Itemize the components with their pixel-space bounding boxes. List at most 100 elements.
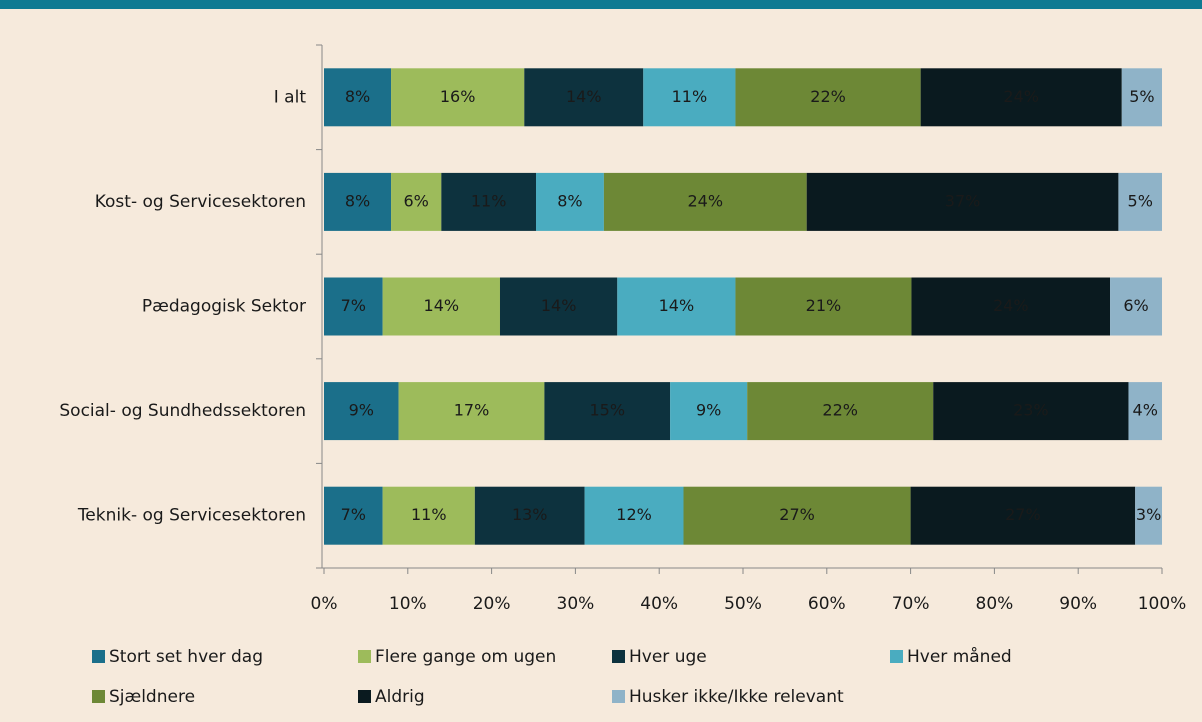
bar-segment (324, 486, 383, 545)
data-label: 6% (1123, 296, 1148, 315)
data-label: 5% (1128, 191, 1153, 210)
bar-segment (683, 486, 911, 545)
bar-segment (1121, 68, 1162, 127)
y-tick-label: Social- og Sundhedssektoren (59, 401, 306, 421)
data-label: 6% (403, 191, 428, 210)
legend-swatch (92, 650, 105, 663)
data-label: 8% (345, 191, 370, 210)
bar-segment (391, 68, 525, 127)
legend-label: Husker ikke/Ikke relevant (629, 687, 844, 707)
data-label: 14% (424, 296, 460, 315)
data-label: 4% (1133, 401, 1158, 420)
bar-segment (617, 277, 736, 336)
bar-segment (584, 486, 684, 545)
data-label: 11% (672, 87, 708, 106)
bar-segment (324, 382, 399, 441)
x-tick-label: 70% (892, 594, 930, 614)
bar-segment (910, 486, 1136, 545)
bar-segment (391, 172, 442, 231)
data-label: 12% (616, 505, 652, 524)
data-label: 14% (566, 87, 602, 106)
data-label: 14% (541, 296, 577, 315)
x-tick-label: 80% (976, 594, 1014, 614)
bar-segment (524, 68, 644, 127)
bar-segment (911, 277, 1111, 336)
bar-segment (747, 382, 934, 441)
bar-segment (920, 68, 1122, 127)
legend-label: Stort set hver dag (109, 647, 263, 667)
data-label: 13% (512, 505, 548, 524)
data-label: 27% (1005, 505, 1041, 524)
data-label: 24% (993, 296, 1029, 315)
legend-swatch (612, 690, 625, 703)
legend-swatch (612, 650, 625, 663)
data-label: 14% (659, 296, 695, 315)
data-label: 17% (454, 401, 490, 420)
data-label: 7% (341, 505, 366, 524)
bar-segment (603, 172, 807, 231)
x-tick-label: 20% (473, 594, 511, 614)
bar-segment (474, 486, 585, 545)
legend-swatch (92, 690, 105, 703)
top-band (0, 0, 1202, 9)
data-label: 24% (1003, 87, 1039, 106)
x-tick-label: 40% (640, 594, 678, 614)
legend-label: Aldrig (375, 687, 425, 707)
bar-segment (324, 277, 383, 336)
data-label: 22% (822, 401, 858, 420)
bar-segment (1110, 277, 1162, 336)
bar-segment (536, 172, 604, 231)
legend-label: Hver måned (907, 646, 1012, 667)
bar-segment (643, 68, 736, 127)
data-label: 22% (810, 87, 846, 106)
x-tick-label: 30% (557, 594, 595, 614)
x-tick-label: 50% (724, 594, 762, 614)
data-label: 21% (806, 296, 842, 315)
data-label: 16% (440, 87, 476, 106)
data-label: 8% (345, 87, 370, 106)
data-label: 11% (471, 191, 507, 210)
data-label: 24% (688, 191, 724, 210)
legend-label: Flere gange om ugen (375, 647, 556, 667)
data-label: 9% (696, 401, 721, 420)
data-label: 37% (945, 191, 981, 210)
bar-segment (499, 277, 618, 336)
bar-segment (670, 382, 748, 441)
bar-segment (382, 277, 500, 336)
bar-segment (324, 172, 392, 231)
bar-segment (544, 382, 671, 441)
bar-segment (398, 382, 545, 441)
legend-label: Sjældnere (109, 687, 195, 707)
data-label: 9% (349, 401, 374, 420)
data-label: 23% (1013, 401, 1049, 420)
data-label: 3% (1136, 505, 1161, 524)
y-tick-label: Pædagogisk Sektor (142, 297, 306, 317)
data-label: 8% (557, 191, 582, 210)
bar-segment (324, 68, 392, 127)
legend-swatch (358, 650, 371, 663)
bar-segment (1128, 382, 1162, 441)
x-tick-label: 10% (389, 594, 427, 614)
legend-label: Hver uge (629, 647, 707, 667)
bar-segment (1135, 486, 1162, 545)
y-tick-label: Kost- og Servicesektoren (95, 192, 306, 212)
legend-swatch (890, 650, 903, 663)
bar-segment (933, 382, 1129, 441)
data-label: 11% (411, 505, 447, 524)
bar-segment (382, 486, 475, 545)
data-label: 5% (1129, 87, 1154, 106)
data-label: 15% (589, 401, 625, 420)
x-tick-label: 100% (1138, 594, 1187, 614)
data-label: 27% (779, 505, 815, 524)
bar-segment (806, 172, 1119, 231)
bar-segment (1118, 172, 1162, 231)
x-tick-label: 90% (1059, 594, 1097, 614)
y-tick-label: Teknik- og Servicesektoren (77, 506, 306, 526)
bar-segment (735, 68, 921, 127)
x-tick-label: 60% (808, 594, 846, 614)
data-label: 7% (341, 296, 366, 315)
y-tick-label: I alt (274, 87, 307, 107)
bar-segment (735, 277, 912, 336)
